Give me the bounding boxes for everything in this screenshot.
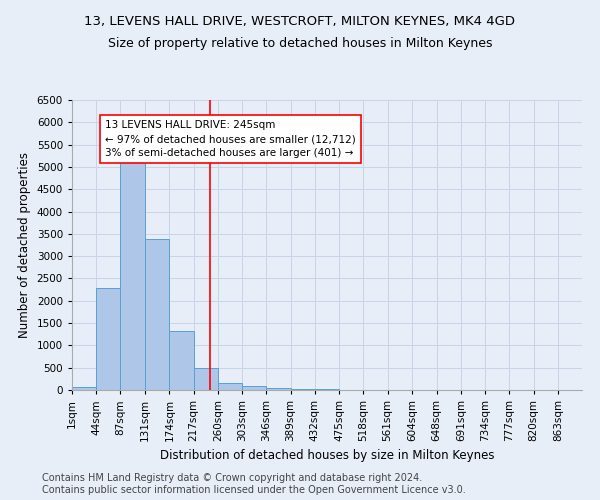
Bar [194,368,218,390]
Text: Size of property relative to detached houses in Milton Keynes: Size of property relative to detached ho… [108,38,492,51]
X-axis label: Distribution of detached houses by size in Milton Keynes: Distribution of detached houses by size … [160,450,494,462]
Bar [72,386,96,390]
Bar [96,288,121,390]
Bar [218,383,242,390]
Y-axis label: Number of detached properties: Number of detached properties [18,152,31,338]
Text: Contains HM Land Registry data © Crown copyright and database right 2024.
Contai: Contains HM Land Registry data © Crown c… [42,474,466,495]
Text: 13 LEVENS HALL DRIVE: 245sqm
← 97% of detached houses are smaller (12,712)
3% of: 13 LEVENS HALL DRIVE: 245sqm ← 97% of de… [105,120,356,158]
Bar [266,388,290,390]
Bar [290,388,315,390]
Bar [145,239,169,390]
Bar [242,386,266,390]
Bar [169,331,194,390]
Text: 13, LEVENS HALL DRIVE, WESTCROFT, MILTON KEYNES, MK4 4GD: 13, LEVENS HALL DRIVE, WESTCROFT, MILTON… [85,15,515,28]
Bar [121,148,145,390]
